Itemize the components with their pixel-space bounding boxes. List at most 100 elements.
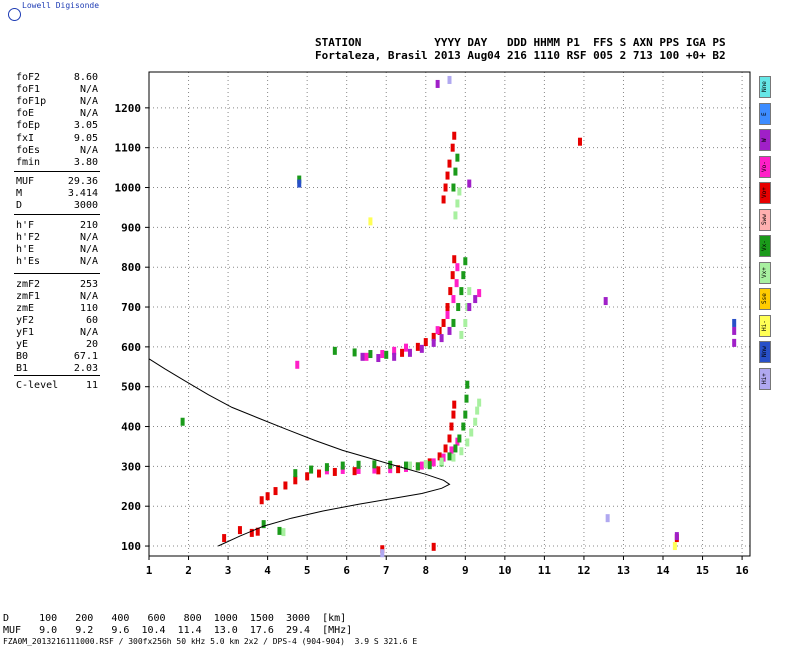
trace-point-w: [439, 334, 444, 343]
trace-point-vx-: [404, 461, 409, 470]
param-row-fof1: foF1 N/A: [16, 84, 98, 96]
y-tick-label: 900: [121, 221, 141, 234]
param-value: N/A: [79, 291, 98, 302]
trace-point-vx-: [469, 428, 474, 437]
param-label: foEs: [16, 145, 41, 156]
param-label: foE: [16, 108, 35, 119]
trace-point-vx-: [459, 287, 464, 296]
param-value: N/A: [79, 145, 98, 156]
x-tick-label: 14: [656, 564, 670, 577]
y-tick-label: 200: [121, 500, 141, 513]
param-value: 2.03: [73, 363, 98, 374]
footer-file-info: FZA0M_2013216111000.RSF / 300fx256h 50 k…: [3, 637, 418, 646]
x-tick-label: 8: [422, 564, 429, 577]
trace-point-vo-: [259, 496, 264, 505]
legend-label: Hi-: [761, 320, 768, 331]
param-label: zmF2: [16, 279, 41, 290]
trace-point-hi-: [605, 514, 610, 523]
y-tick-label: 800: [121, 261, 141, 274]
trace-point-vo-: [376, 466, 381, 475]
param-value: 8.60: [73, 72, 98, 83]
brand-label: Lowell Digisonde: [22, 1, 100, 10]
trace-point-w: [603, 297, 608, 306]
trace-point-vo-: [415, 342, 420, 351]
param-row-ye: yE 20: [16, 339, 98, 351]
param-row-zme: zmE 110: [16, 303, 98, 315]
x-tick-label: 12: [577, 564, 590, 577]
param-value: N/A: [79, 108, 98, 119]
param-value: N/A: [79, 84, 98, 95]
param-row-d: D 3000: [16, 200, 98, 212]
y-tick-label: 1200: [115, 102, 142, 115]
legend-item-hi-: Hi-: [759, 314, 771, 337]
param-label: C-level: [16, 380, 59, 391]
param-value: 110: [79, 303, 98, 314]
param-row-yf1: yF1 N/A: [16, 327, 98, 339]
trace-point-vx-: [356, 460, 361, 469]
trace-point-vo-: [443, 444, 448, 453]
param-value: 67.1: [73, 351, 98, 362]
trace-point-vo-: [356, 465, 361, 474]
legend-item-sww: Sww: [759, 208, 771, 231]
trace-point-vo-: [352, 467, 357, 476]
param-label: foF1p: [16, 96, 47, 107]
trace-point-vx-: [477, 398, 482, 407]
y-tick-label: 100: [121, 540, 141, 553]
trace-point-vx-: [465, 380, 470, 389]
trace-point-vx-: [457, 434, 462, 443]
x-tick-label: 9: [462, 564, 469, 577]
trace-point-vo-: [364, 352, 369, 361]
trace-point-vx-: [447, 452, 452, 461]
trace-point-vo-: [447, 159, 452, 168]
trace-point-vx-: [464, 394, 469, 403]
trace-point-vo-: [396, 465, 401, 474]
param-separator: [14, 214, 100, 215]
param-row-fmin: fmin 3.80: [16, 157, 98, 169]
trace-point-w: [732, 326, 737, 335]
trace-point-vx-: [451, 453, 456, 462]
legend-label: Vo-: [761, 161, 768, 172]
trace-point-vo-: [265, 492, 270, 501]
legend-label: Sse: [761, 293, 768, 305]
trace-point-vo-: [447, 434, 452, 443]
trace-point-vo-: [452, 131, 457, 140]
param-value: 60: [85, 315, 98, 326]
trace-point-vo-: [452, 255, 457, 264]
trace-point-vo-: [404, 343, 409, 352]
param-label: foF1: [16, 84, 41, 95]
trace-point-vo-: [451, 410, 456, 419]
trace-point-vo-: [443, 183, 448, 192]
param-label: h'F2: [16, 232, 41, 243]
x-tick-label: 3: [225, 564, 232, 577]
param-value: 20: [85, 339, 98, 350]
trace-point-vx-: [388, 460, 393, 469]
param-row-h-es: h'Es N/A: [16, 256, 98, 268]
trace-point-hi-: [368, 217, 373, 226]
trace-point-nnw: [297, 179, 302, 188]
legend-label: Vx+: [761, 267, 768, 278]
x-tick-label: 5: [304, 564, 311, 577]
param-separator: [14, 273, 100, 274]
param-row-zmf2: zmF2 253: [16, 279, 98, 291]
plot-frame: [148, 71, 751, 557]
param-label: yF1: [16, 327, 35, 338]
trace-point-vo-: [431, 542, 436, 551]
trace-point-vo-: [340, 465, 345, 474]
trace-point-vo-: [332, 467, 337, 476]
legend-label: E: [761, 111, 768, 116]
x-tick-label: 16: [735, 564, 749, 577]
legend-label: Sww: [761, 214, 768, 225]
globe-icon: [8, 8, 21, 21]
trace-point-vx-: [459, 447, 464, 456]
param-label: MUF: [16, 176, 35, 187]
trace-point-vo-: [449, 446, 454, 455]
trace-point-vx-: [453, 444, 458, 453]
param-row-b0: B0 67.1: [16, 351, 98, 363]
param-label: M: [16, 188, 23, 199]
legend-label: Hi+: [761, 373, 768, 384]
trace-point-vx-: [384, 350, 389, 359]
legend-item-vo-: Vo-: [759, 155, 771, 178]
trace-point-vo-: [431, 458, 436, 467]
param-row-h-f2: h'F2 N/A: [16, 232, 98, 244]
trace-point-vx-: [463, 318, 468, 327]
